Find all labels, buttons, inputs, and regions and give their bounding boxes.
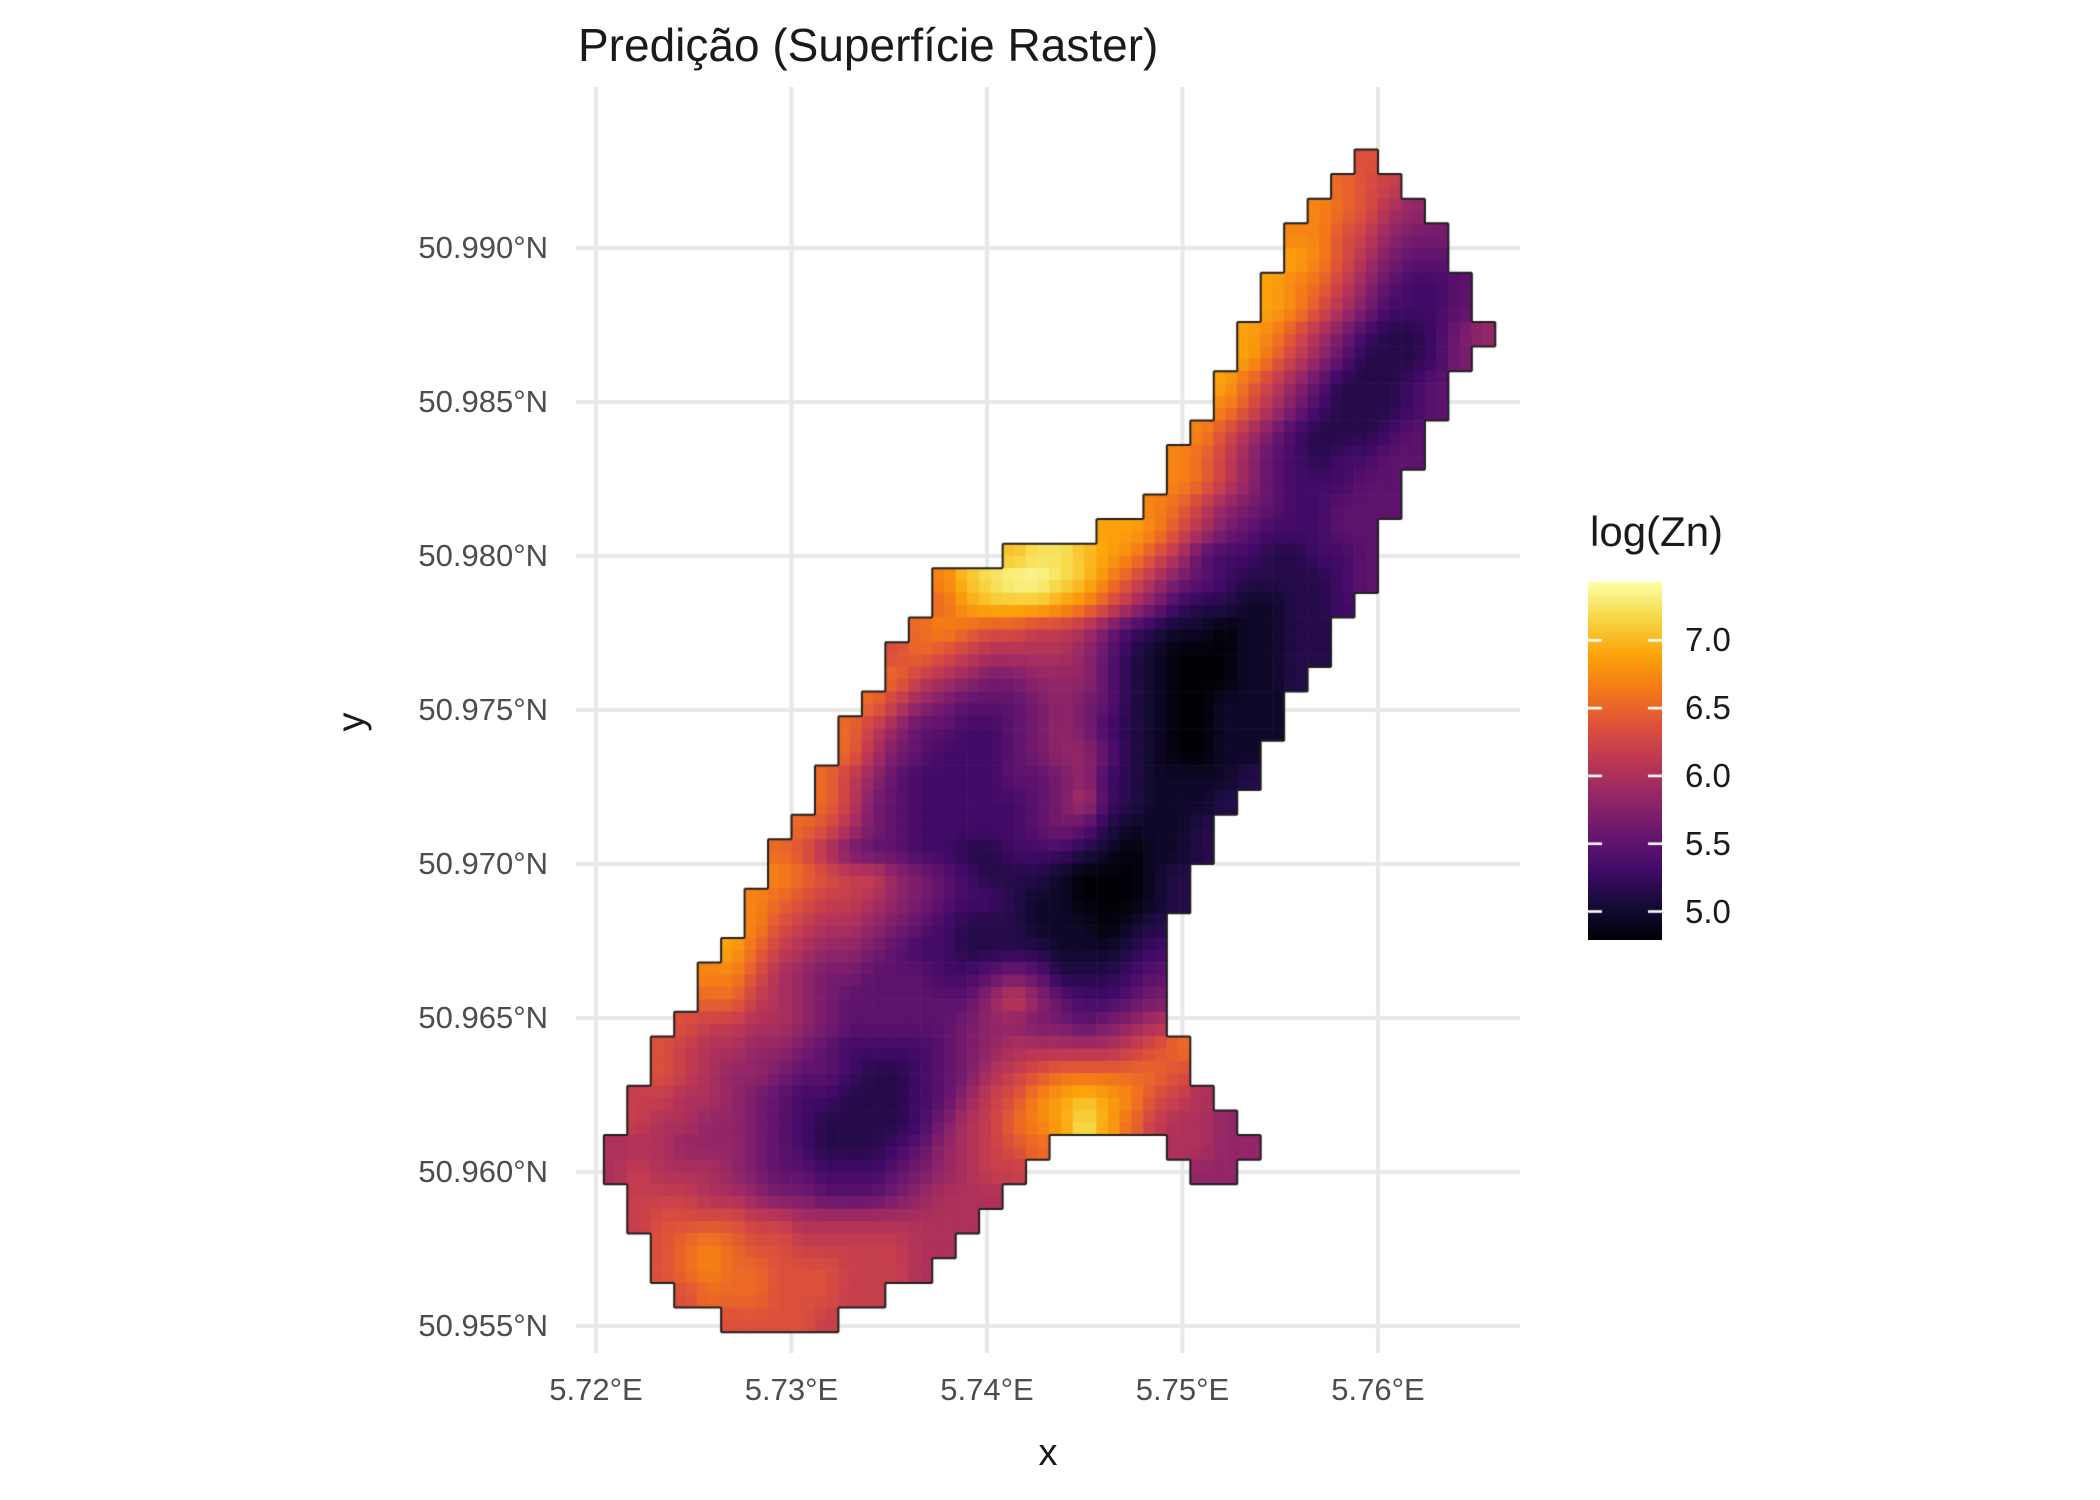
legend-tick-label: 6.5 [1685, 689, 1731, 727]
y-axis-title: y [330, 712, 373, 732]
legend-title: log(Zn) [1590, 508, 1724, 555]
raster-heatmap-canvas [576, 87, 1520, 1353]
x-axis-title: x [1038, 1432, 1058, 1474]
x-tick-label: 5.75°E [1135, 1372, 1230, 1407]
y-tick-label: 50.975°N [418, 692, 548, 727]
x-tick-label: 5.72°E [549, 1372, 643, 1407]
y-tick-label: 50.980°N [418, 538, 548, 573]
legend-tick-label: 6.0 [1685, 756, 1731, 794]
y-tick-label: 50.965°N [418, 1000, 548, 1035]
y-tick-label: 50.960°N [418, 1154, 548, 1189]
x-tick-label: 5.74°E [940, 1372, 1034, 1407]
legend-tick-label: 5.5 [1685, 824, 1731, 862]
colorbar-gradient [1588, 582, 1662, 940]
y-tick-label: 50.985°N [418, 384, 548, 419]
x-tick-label: 5.73°E [744, 1372, 839, 1407]
y-tick-label: 50.970°N [418, 846, 548, 881]
plot-panel [576, 87, 1520, 1353]
legend-tick-label: 5.0 [1685, 892, 1731, 930]
x-tick-label: 5.76°E [1331, 1372, 1425, 1407]
y-tick-label: 50.955°N [418, 1308, 548, 1343]
y-tick-label: 50.990°N [418, 230, 548, 265]
plot-title: Predição (Superfície Raster) [578, 19, 1159, 71]
legend-tick-label: 7.0 [1685, 621, 1731, 659]
colorbar-legend: log(Zn) 7.0 6.5 6.0 5.5 5.0 [1588, 508, 1888, 940]
